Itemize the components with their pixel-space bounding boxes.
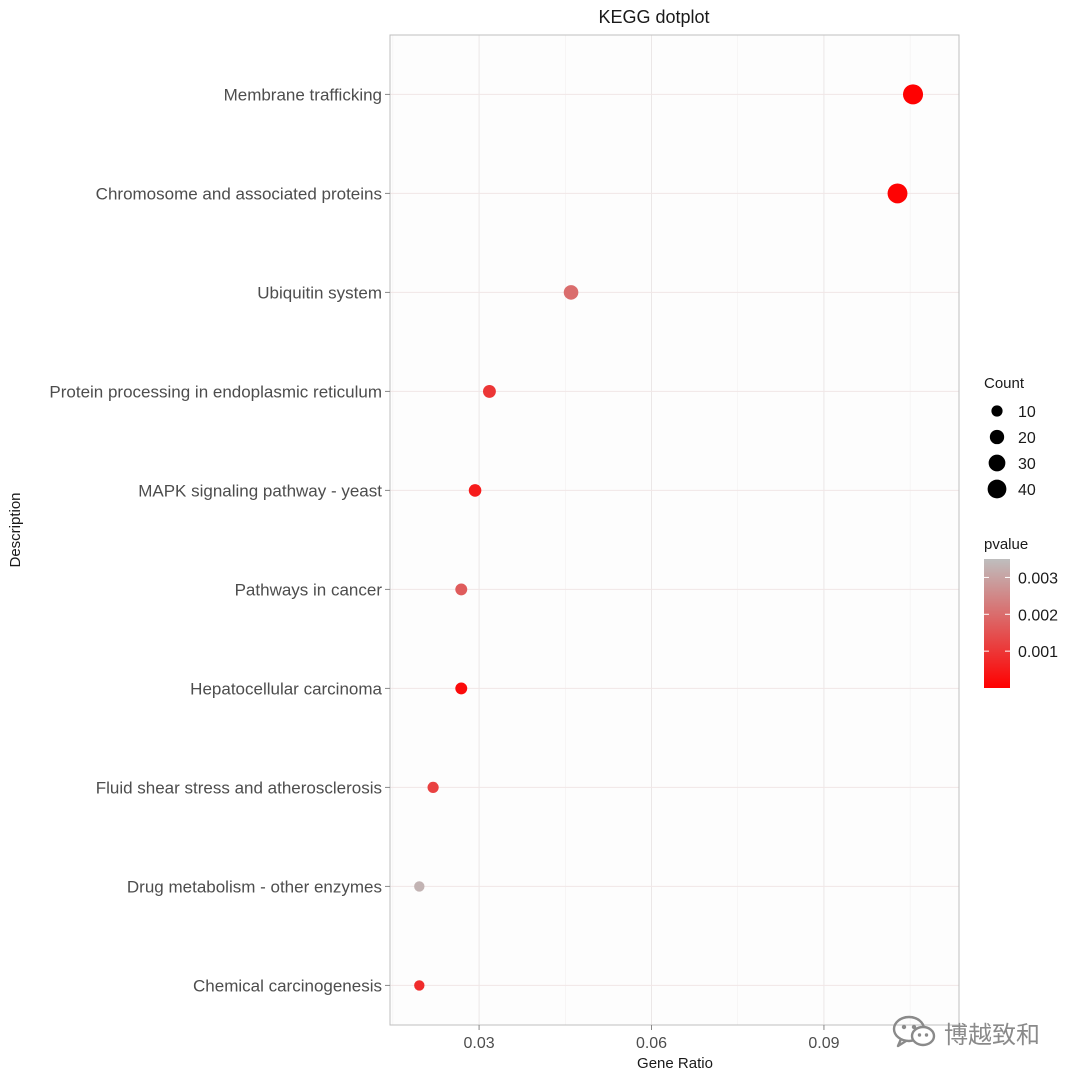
y-tick-label: Pathways in cancer [235,580,383,599]
y-tick-labels: Membrane trafficking Chromosome and assoc… [49,85,390,995]
y-tick-label: Fluid shear stress and atherosclerosis [96,778,382,797]
plot-panel-border [389,34,960,1026]
count-legend-label: 20 [1018,430,1036,447]
wechat-icon [892,1015,936,1048]
data-point [455,682,468,695]
data-point [455,583,468,596]
x-tick-labels: 0.03 0.06 0.09 [464,1025,840,1052]
data-point [482,384,496,398]
x-tick-label: 0.03 [464,1035,495,1052]
y-tick-label: Drug metabolism - other enzymes [127,877,382,896]
data-point [414,881,425,892]
pvalue-tick-label: 0.001 [1018,644,1058,661]
y-tick-label: Chemical carcinogenesis [193,976,382,995]
count-legend-key [987,479,1007,499]
count-legend-label: 10 [1018,404,1036,421]
watermark-text: 博越致和 [944,1020,1040,1049]
chart-title: KEGG dotplot [598,7,709,27]
pvalue-legend-title: pvalue [984,536,1028,553]
y-tick-label: Protein processing in endoplasmic reticu… [49,382,382,401]
data-point [468,484,482,497]
y-tick-label: Chromosome and associated proteins [96,184,382,203]
data-point [887,183,908,204]
y-tick-label: MAPK signaling pathway - yeast [138,481,382,500]
count-legend-key [991,405,1003,417]
y-tick-label: Hepatocellular carcinoma [190,679,382,698]
x-tick-label: 0.09 [808,1035,839,1052]
data-point [563,285,579,300]
count-legend-label: 40 [1018,482,1036,499]
count-legend-title: Count [984,375,1025,392]
x-axis-label: Gene Ratio [637,1055,713,1072]
x-tick-label: 0.06 [636,1035,667,1052]
pvalue-tick-label: 0.002 [1018,607,1058,624]
count-legend: Count 10 20 30 40 [984,375,1036,499]
pvalue-legend: pvalue 0.003 0.002 0.001 [984,536,1058,688]
data-point [414,980,425,991]
data-points [414,84,924,991]
count-legend-label: 30 [1018,456,1036,473]
pvalue-tick-label: 0.003 [1018,570,1058,587]
plot-panel [390,35,959,1025]
watermark: 博越致和 [892,1012,1040,1052]
y-tick-label: Membrane trafficking [224,85,382,104]
y-tick-label: Ubiquitin system [257,283,382,302]
count-legend-key [989,429,1005,445]
data-point [427,781,439,793]
count-legend-key [988,454,1006,472]
pvalue-colorbar [984,559,1010,688]
y-axis-label: Description [7,492,24,567]
data-point [902,84,924,105]
